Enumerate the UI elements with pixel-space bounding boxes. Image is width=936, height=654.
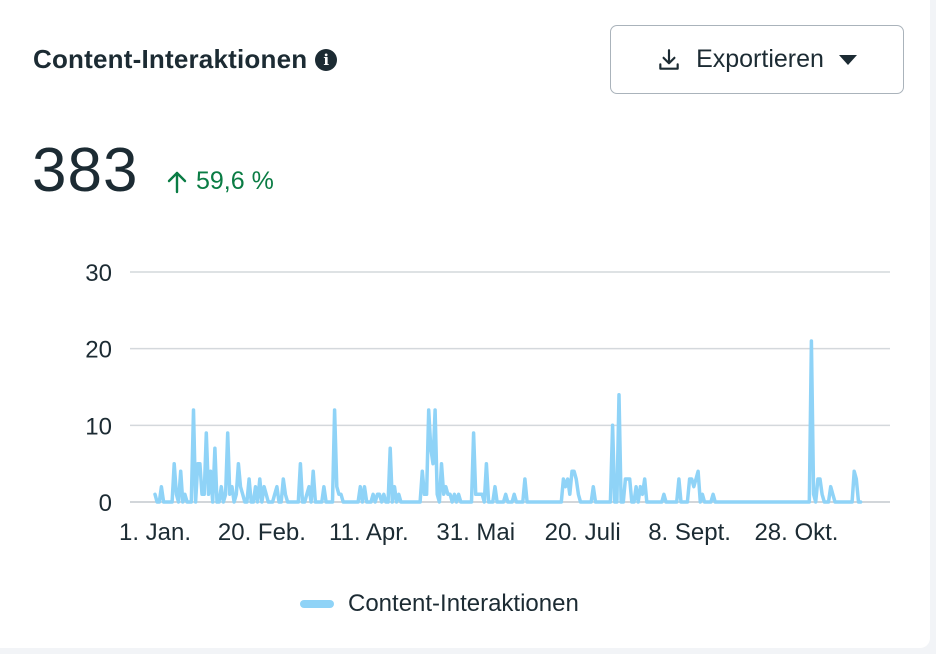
x-tick-label: 8. Sept. (648, 519, 731, 546)
y-tick-label: 10 (85, 413, 112, 440)
legend-label: Content-Interaktionen (348, 590, 579, 617)
card-title-text: Content-Interaktionen (33, 44, 308, 74)
y-tick-label: 30 (85, 260, 112, 287)
export-button[interactable]: Exportieren (610, 25, 904, 94)
total-value: 383 (32, 136, 139, 205)
download-icon (659, 48, 679, 70)
legend-swatch (300, 600, 334, 608)
line-chart: 0 10 20 30 1. Jan. 20. Feb. 11. Apr. 31. Mai 20.… (85, 260, 890, 546)
caret-down-icon (838, 54, 857, 65)
x-tick-label: 28. Okt. (754, 519, 838, 546)
y-tick-label: 20 (85, 337, 112, 364)
x-tick-label: 20. Juli (545, 519, 621, 546)
arrow-up-icon (167, 171, 187, 193)
export-button-label: Exportieren (696, 45, 824, 73)
trend-percentage: 59,6 % (196, 167, 274, 195)
card-title: Content-Interaktionen i (33, 44, 338, 75)
series-line-content-interactions (153, 339, 863, 504)
x-tick-label: 1. Jan. (119, 519, 191, 546)
info-icon[interactable]: i (315, 48, 338, 71)
x-tick-label: 20. Feb. (218, 519, 306, 546)
trend-indicator: 59,6 % (166, 167, 274, 196)
x-tick-label: 11. Apr. (329, 519, 409, 546)
x-tick-label: 31. Mai (436, 519, 515, 546)
y-tick-label: 0 (99, 490, 112, 517)
chart-legend[interactable]: Content-Interaktionen (300, 590, 579, 618)
